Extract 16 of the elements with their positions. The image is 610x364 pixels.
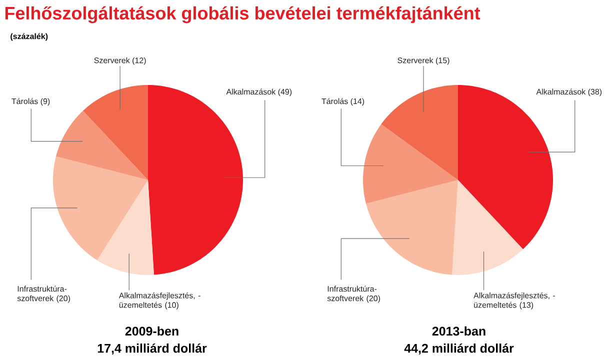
chart-title: Felhőszolgáltatások globális bevételei termékfajtánként bbox=[5, 6, 480, 24]
text: 2013-ban bbox=[432, 326, 486, 336]
slice-label: Alkalmazások (49) bbox=[226, 88, 292, 96]
text: 2009-ben bbox=[125, 326, 178, 336]
slice-label: Alkalmazásfejlesztés, -üzemeltetés (13) bbox=[474, 292, 555, 310]
slice-label: Tárolás (14) bbox=[322, 98, 364, 106]
slice-label: Infrastruktúra-szoftverek (20) bbox=[17, 286, 70, 303]
text: 44,2 milliárd dollár bbox=[404, 343, 514, 355]
slice-label: Alkalmazásfejlesztés, -üzemeltetés (10) bbox=[118, 292, 200, 310]
chart-subtitle: (százalék) bbox=[10, 33, 48, 41]
text: 17,4 milliárd dollár bbox=[98, 343, 207, 355]
slice-label: Tárolás (9) bbox=[12, 98, 50, 106]
slice-label: Infrastruktúra-szoftverek (20) bbox=[327, 286, 380, 303]
slice-label: Alkalmazások (38) bbox=[536, 88, 602, 96]
slice-label: Szerverek (12) bbox=[94, 57, 146, 65]
slice-label: Szerverek (15) bbox=[398, 57, 450, 65]
